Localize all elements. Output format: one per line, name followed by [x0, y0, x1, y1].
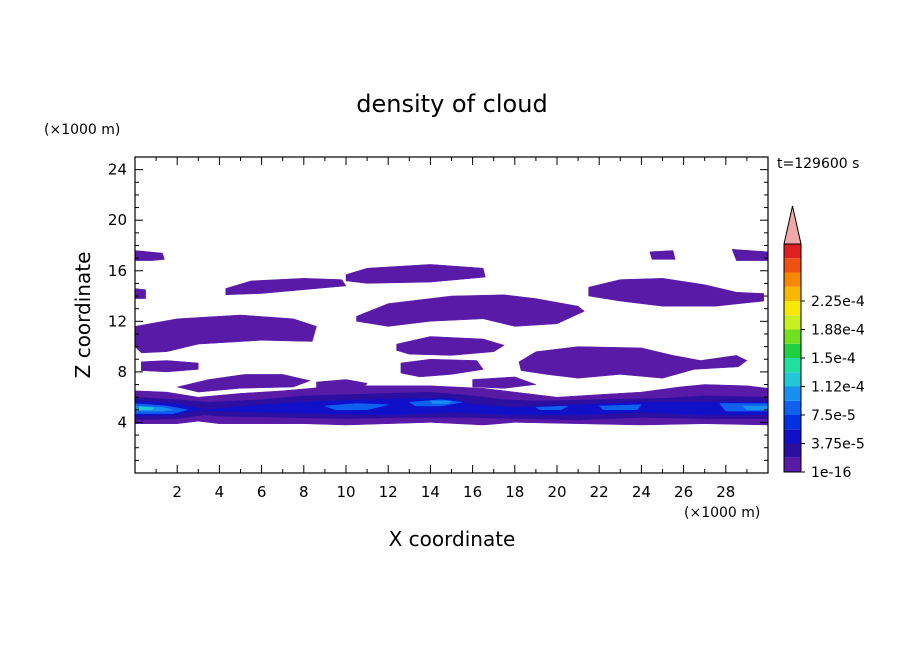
x-axis-label: X coordinate	[389, 527, 516, 551]
colorbar-segment	[784, 386, 801, 401]
colorbar-extend-arrow	[783, 205, 802, 245]
y-axis-label: Z coordinate	[71, 252, 95, 379]
x-tick-label: 22	[590, 483, 609, 501]
cloud-region-23	[598, 404, 642, 411]
x-tick-label: 2	[172, 483, 182, 501]
cloud-region-4	[345, 264, 486, 284]
cloud-region-2	[134, 314, 317, 354]
colorbar-label: 7.5e-5	[811, 408, 856, 424]
x-tick-label: 20	[547, 483, 566, 501]
cloud-region-27	[742, 405, 769, 411]
cloud-region-22	[535, 405, 568, 411]
cloud-region-20	[324, 403, 389, 411]
x-unit-label: (×1000 m)	[684, 505, 760, 521]
colorbar-label: 1e-16	[811, 465, 851, 481]
cloud-region-26	[429, 400, 453, 404]
colorbar-segment	[784, 258, 801, 273]
y-unit-label: (×1000 m)	[44, 122, 120, 138]
cloud-region-11	[141, 360, 199, 373]
y-tick-label: 4	[117, 413, 127, 431]
chart-title: density of cloud	[356, 90, 547, 118]
cloud-region-1	[134, 288, 146, 299]
y-tick-label: 20	[108, 211, 127, 229]
colorbar-segment	[784, 400, 801, 415]
x-tick-label: 16	[463, 483, 482, 501]
x-tick-label: 4	[215, 483, 225, 501]
colorbar-label: 1.88e-4	[811, 323, 865, 339]
colorbar-label: 3.75e-5	[811, 437, 865, 453]
colorbar-label: 1.12e-4	[811, 380, 865, 396]
y-tick-label: 12	[108, 312, 127, 330]
colorbar: 1e-16 3.75e-5 7.5e-5 1.12e-4 1.5e-4 1.88e-4 2.…	[783, 205, 865, 481]
colorbar-segment	[784, 429, 801, 444]
y-tick-label: 8	[117, 363, 127, 381]
x-tick-label: 24	[632, 483, 651, 501]
colorbar-label: 1.5e-4	[811, 351, 856, 367]
x-tick-label: 14	[421, 483, 440, 501]
colorbar-segment	[784, 272, 801, 287]
cloud-region-12	[400, 358, 484, 378]
cloud-region-14	[177, 374, 311, 393]
time-label: t=129600 s	[777, 156, 859, 172]
cloud-region-8	[731, 249, 769, 261]
cloud-region-28	[138, 406, 155, 411]
colorbar-segment	[784, 315, 801, 330]
x-tick-label: 26	[674, 483, 693, 501]
x-tick-label: 28	[716, 483, 735, 501]
cloud-region-5	[356, 294, 585, 327]
colorbar-segment	[784, 301, 801, 316]
colorbar-segment	[784, 343, 801, 358]
colorbar-segment	[784, 329, 801, 344]
cloud-region-3	[225, 278, 347, 296]
colorbar-segment	[784, 457, 801, 472]
cloud-region-7	[649, 250, 676, 260]
x-tick-label: 12	[379, 483, 398, 501]
colorbar-segment	[784, 358, 801, 373]
cloud-region-6	[588, 278, 765, 307]
x-tick-label: 18	[505, 483, 524, 501]
y-tick-label: 16	[108, 262, 127, 280]
x-tick-label: 10	[336, 483, 355, 501]
plot-area	[134, 249, 769, 426]
y-tick-label: 24	[108, 161, 127, 179]
cloud-region-10	[518, 346, 748, 379]
colorbar-segment	[784, 443, 801, 458]
cloud-region-15	[472, 376, 536, 389]
colorbar-segment	[784, 244, 801, 259]
colorbar-segment	[784, 415, 801, 430]
colorbar-label: 2.25e-4	[811, 294, 865, 310]
colorbar-segment	[784, 372, 801, 387]
cloud-region-0	[134, 250, 165, 261]
x-tick-label: 6	[257, 483, 267, 501]
cloud-region-9	[396, 336, 505, 356]
colorbar-segment	[784, 286, 801, 301]
x-tick-label: 8	[299, 483, 309, 501]
